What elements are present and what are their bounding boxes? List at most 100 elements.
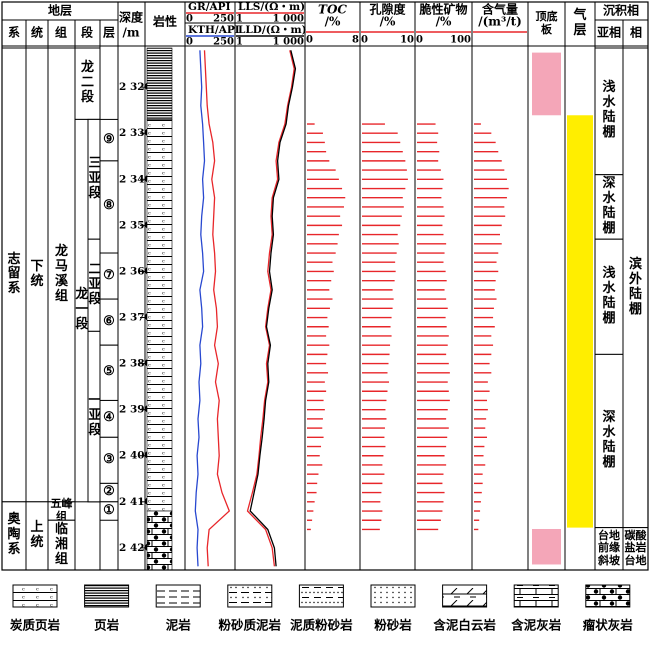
header-depth: 深度 (119, 10, 144, 25)
facies-label-wrap: 滨外陆棚 (623, 48, 648, 528)
layer-label: ③ (103, 451, 115, 467)
header-roof-floor: 顶底板 (535, 10, 558, 36)
track-unit: /% (380, 15, 396, 29)
legend-label: 含泥灰岩 (510, 618, 562, 633)
subfacies-label-box: 深水陆棚 (595, 175, 623, 240)
series-label: 下统 (30, 258, 44, 289)
layer-label: ⑨ (103, 131, 115, 147)
submember-label-wrap: 三亚段 (88, 119, 102, 239)
depth-tick-label: 2 360 (119, 265, 152, 277)
layer-label-box: ⑨ (100, 119, 118, 160)
scale-tick-label: 1 000 (273, 14, 304, 25)
scale-tick-label: 0 (416, 35, 423, 46)
submember-label-box: 二亚段 (88, 239, 102, 331)
scale-tick-label: 1 (236, 14, 243, 25)
log-curve (203, 50, 231, 567)
lithology-interval (146, 510, 173, 571)
legend-label: 粉砂岩 (374, 618, 412, 633)
member-label: 龙一段 (75, 287, 89, 333)
legend-swatch (155, 584, 201, 608)
system-label-wrap: 志留系 (2, 48, 26, 502)
depth-tick-label: 2 420 (119, 542, 152, 554)
layer-label-box: ⑦ (103, 267, 115, 283)
depth-tick-label: 2 400 (119, 450, 152, 462)
system-label-wrap: 奥陶系 (2, 502, 26, 570)
scale-tick-label: 1 000 (273, 37, 304, 48)
formation-label-box: 龙马溪组 (54, 244, 68, 304)
curve-name: LLS/(Ω・m) (238, 1, 305, 13)
depth-tick-label: 2 350 (119, 219, 152, 231)
legend-label: 泥岩 (166, 618, 192, 633)
subfacies-label-wrap: 深水陆棚 (595, 175, 623, 240)
roof_floor-interval (532, 52, 561, 116)
depth-tick-label: 2 410 (119, 496, 152, 508)
header-strata: 地层 (48, 3, 72, 18)
scale-tick-label: 100 (450, 35, 471, 46)
system-label: 志留系 (7, 251, 21, 297)
layer-label: ④ (103, 410, 115, 426)
scale-tick-label: 0 (361, 35, 368, 46)
subfacies-label: 浅水陆棚 (602, 265, 616, 326)
depth-tick-label: 2 390 (119, 404, 152, 416)
layer-label-box: ① (103, 503, 115, 518)
submember-label: 一亚段 (88, 393, 102, 439)
member-label: 龙二段 (80, 60, 94, 106)
submember-label: 二亚段 (88, 261, 102, 307)
legend-label: 含泥白云岩 (432, 618, 496, 633)
layer-label-wrap: ⑥ (100, 299, 118, 345)
track-name: TOC (318, 3, 347, 17)
layer-label: ⑦ (103, 267, 115, 283)
header-roof-floor-box: 顶底板 (535, 10, 558, 36)
layer-label-box: ④ (103, 410, 115, 426)
facies-label-box: 碳酸盐岩台地 (623, 528, 648, 570)
series-label-box: 上统 (26, 502, 48, 570)
formation-label: 龙马溪组 (54, 244, 68, 304)
submember-label-wrap: 一亚段 (88, 331, 102, 501)
subfacies-label-box: 台地前缘斜坡 (595, 528, 623, 570)
subfacies-label-wrap: 浅水陆棚 (595, 239, 623, 354)
curve-name: LLD/(Ω・m) (238, 24, 307, 36)
subfacies-label-wrap: 台地前缘斜坡 (595, 528, 623, 570)
subfacies-label: 深水陆棚 (602, 176, 616, 236)
subfacies-label: 台地前缘斜坡 (598, 528, 620, 568)
depth-tick-label: 2 380 (119, 358, 152, 370)
scale-tick-label: 1 (236, 37, 243, 48)
system-label-box: 奥陶系 (2, 502, 26, 570)
subfacies-interval (594, 47, 624, 176)
scale-tick-label: 8 (352, 35, 359, 46)
facies-label-wrap: 碳酸盐岩台地 (623, 528, 648, 570)
layer-label-wrap: ⑧ (100, 161, 118, 253)
layer-label-wrap: ③ (100, 437, 118, 483)
facies-label: 滨外陆棚 (628, 256, 642, 317)
layer-label-wrap: ② (100, 483, 118, 501)
layer-label-wrap: ⑨ (100, 119, 118, 160)
scale-tick-label: 250 (213, 37, 234, 48)
series-label-wrap: 上统 (26, 502, 48, 570)
subfacies-label-wrap: 深水陆棚 (595, 354, 623, 527)
header-system: 系 (8, 25, 20, 40)
depth-tick-label: 2 340 (119, 173, 152, 185)
layer-label-box: ③ (100, 437, 118, 483)
track-name: 含气量 (482, 2, 518, 17)
header-formation: 组 (55, 25, 67, 40)
subfacies-label-box: 深水陆棚 (595, 354, 623, 527)
submember-label-wrap: 二亚段 (88, 239, 102, 331)
system-label: 奥陶系 (7, 512, 21, 558)
legend-swatch (84, 584, 130, 608)
header-depth-unit: /m (122, 26, 139, 40)
lithology-interval (146, 119, 173, 512)
header-gas-layer-box: 气层 (573, 8, 586, 38)
legend-swatch (370, 584, 416, 608)
track-unit: /% (436, 15, 452, 29)
gas_layer-interval (567, 115, 593, 528)
system-label-box: 志留系 (2, 48, 26, 502)
log-curve (249, 50, 297, 567)
layer-label: ⑧ (103, 198, 115, 214)
legend-swatch (298, 584, 344, 608)
member-label-box: 龙二段 (80, 60, 94, 106)
track-unit: /(m³/t) (478, 15, 522, 29)
series-label-wrap: 下统 (26, 48, 48, 502)
table-frame (1, 1, 649, 571)
legend-swatch (12, 584, 58, 608)
facies-interval (622, 47, 649, 529)
